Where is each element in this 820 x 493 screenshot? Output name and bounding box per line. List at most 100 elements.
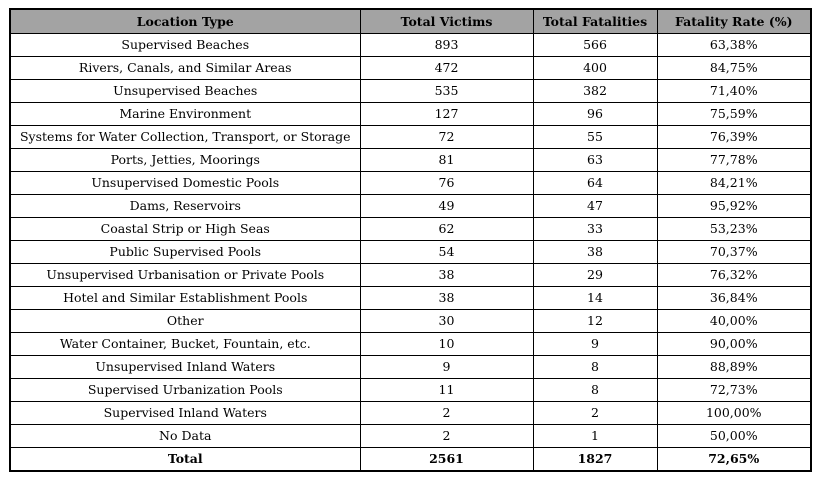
cell-total-fatalities: 14: [532, 286, 658, 310]
cell-location-type: Ports, Jetties, Moorings: [9, 148, 361, 172]
cell-total-fatalities: 12: [532, 309, 658, 333]
total-fatalities: 1827: [532, 447, 658, 472]
cell-fatality-rate: 100,00%: [656, 401, 812, 425]
cell-fatality-rate: 84,75%: [656, 56, 812, 80]
total-victims: 2561: [359, 447, 534, 472]
cell-total-victims: 62: [359, 217, 534, 241]
cell-fatality-rate: 50,00%: [656, 424, 812, 448]
cell-fatality-rate: 95,92%: [656, 194, 812, 218]
header-fatality-rate: Fatality Rate (%): [656, 8, 812, 34]
table-row: Unsupervised Urbanisation or Private Poo…: [9, 263, 812, 287]
cell-total-victims: 76: [359, 171, 534, 195]
cell-fatality-rate: 53,23%: [656, 217, 812, 241]
cell-total-fatalities: 8: [532, 378, 658, 402]
table-row: Hotel and Similar Establishment Pools 38 1…: [9, 286, 812, 310]
cell-location-type: Unsupervised Urbanisation or Private Poo…: [9, 263, 361, 287]
cell-fatality-rate: 76,32%: [656, 263, 812, 287]
cell-location-type: Water Container, Bucket, Fountain, etc.: [9, 332, 361, 356]
table-row: Ports, Jetties, Moorings 81 63 77,78%: [9, 148, 812, 172]
fatality-rate-table: Location Type Total Victims Total Fatali…: [9, 8, 812, 472]
cell-fatality-rate: 88,89%: [656, 355, 812, 379]
cell-total-victims: 535: [359, 79, 534, 103]
total-row: Total 2561 1827 72,65%: [9, 447, 812, 472]
cell-total-fatalities: 566: [532, 33, 658, 57]
table-row: Marine Environment 127 96 75,59%: [9, 102, 812, 126]
cell-total-fatalities: 47: [532, 194, 658, 218]
table-row: Unsupervised Beaches 535 382 71,40%: [9, 79, 812, 103]
cell-total-victims: 30: [359, 309, 534, 333]
cell-location-type: Other: [9, 309, 361, 333]
cell-fatality-rate: 40,00%: [656, 309, 812, 333]
cell-total-fatalities: 9: [532, 332, 658, 356]
table-row: Coastal Strip or High Seas 62 33 53,23%: [9, 217, 812, 241]
table-footer: Total 2561 1827 72,65%: [9, 447, 812, 472]
table-row: Rivers, Canals, and Similar Areas 472 400 8…: [9, 56, 812, 80]
cell-total-victims: 38: [359, 263, 534, 287]
cell-fatality-rate: 72,73%: [656, 378, 812, 402]
cell-total-fatalities: 2: [532, 401, 658, 425]
table-row: No Data 2 1 50,00%: [9, 424, 812, 448]
table-row: Other 30 12 40,00%: [9, 309, 812, 333]
cell-location-type: Unsupervised Domestic Pools: [9, 171, 361, 195]
cell-total-victims: 81: [359, 148, 534, 172]
table-row: Unsupervised Inland Waters 9 8 88,89%: [9, 355, 812, 379]
cell-total-victims: 49: [359, 194, 534, 218]
cell-fatality-rate: 75,59%: [656, 102, 812, 126]
header-row: Location Type Total Victims Total Fatali…: [9, 8, 812, 34]
cell-total-fatalities: 8: [532, 355, 658, 379]
cell-fatality-rate: 36,84%: [656, 286, 812, 310]
table-row: Dams, Reservoirs 49 47 95,92%: [9, 194, 812, 218]
cell-total-victims: 9: [359, 355, 534, 379]
cell-location-type: Public Supervised Pools: [9, 240, 361, 264]
cell-total-victims: 11: [359, 378, 534, 402]
table-row: Public Supervised Pools 54 38 70,37%: [9, 240, 812, 264]
cell-total-victims: 72: [359, 125, 534, 149]
cell-total-fatalities: 96: [532, 102, 658, 126]
table-row: Supervised Inland Waters 2 2 100,00%: [9, 401, 812, 425]
cell-total-fatalities: 382: [532, 79, 658, 103]
cell-location-type: Supervised Beaches: [9, 33, 361, 57]
cell-total-victims: 54: [359, 240, 534, 264]
cell-location-type: Systems for Water Collection, Transport,…: [9, 125, 361, 149]
cell-total-victims: 2: [359, 424, 534, 448]
cell-fatality-rate: 63,38%: [656, 33, 812, 57]
cell-fatality-rate: 77,78%: [656, 148, 812, 172]
header-total-fatalities: Total Fatalities: [532, 8, 658, 34]
header-location-type: Location Type: [9, 8, 361, 34]
cell-total-victims: 127: [359, 102, 534, 126]
cell-location-type: Unsupervised Inland Waters: [9, 355, 361, 379]
table-body: Supervised Beaches 893 566 63,38% Rivers, Ca…: [9, 33, 812, 448]
total-fatality-rate: 72,65%: [656, 447, 812, 472]
table-row: Unsupervised Domestic Pools 76 64 84,21%: [9, 171, 812, 195]
table-row: Water Container, Bucket, Fountain, etc. 1…: [9, 332, 812, 356]
cell-total-victims: 472: [359, 56, 534, 80]
cell-location-type: Rivers, Canals, and Similar Areas: [9, 56, 361, 80]
cell-total-victims: 893: [359, 33, 534, 57]
cell-location-type: Supervised Urbanization Pools: [9, 378, 361, 402]
cell-location-type: Supervised Inland Waters: [9, 401, 361, 425]
cell-total-fatalities: 64: [532, 171, 658, 195]
cell-fatality-rate: 84,21%: [656, 171, 812, 195]
cell-location-type: Marine Environment: [9, 102, 361, 126]
cell-total-victims: 2: [359, 401, 534, 425]
table-header: Location Type Total Victims Total Fatali…: [9, 8, 812, 34]
table-row: Systems for Water Collection, Transport,…: [9, 125, 812, 149]
total-label: Total: [9, 447, 361, 472]
cell-fatality-rate: 90,00%: [656, 332, 812, 356]
cell-total-victims: 38: [359, 286, 534, 310]
cell-fatality-rate: 76,39%: [656, 125, 812, 149]
cell-fatality-rate: 71,40%: [656, 79, 812, 103]
cell-total-fatalities: 400: [532, 56, 658, 80]
cell-total-fatalities: 33: [532, 217, 658, 241]
table-row: Supervised Urbanization Pools 11 8 72,73%: [9, 378, 812, 402]
cell-total-fatalities: 38: [532, 240, 658, 264]
cell-fatality-rate: 70,37%: [656, 240, 812, 264]
header-total-victims: Total Victims: [359, 8, 534, 34]
cell-total-fatalities: 55: [532, 125, 658, 149]
cell-location-type: Coastal Strip or High Seas: [9, 217, 361, 241]
cell-total-victims: 10: [359, 332, 534, 356]
cell-total-fatalities: 1: [532, 424, 658, 448]
table-row: Supervised Beaches 893 566 63,38%: [9, 33, 812, 57]
cell-total-fatalities: 63: [532, 148, 658, 172]
